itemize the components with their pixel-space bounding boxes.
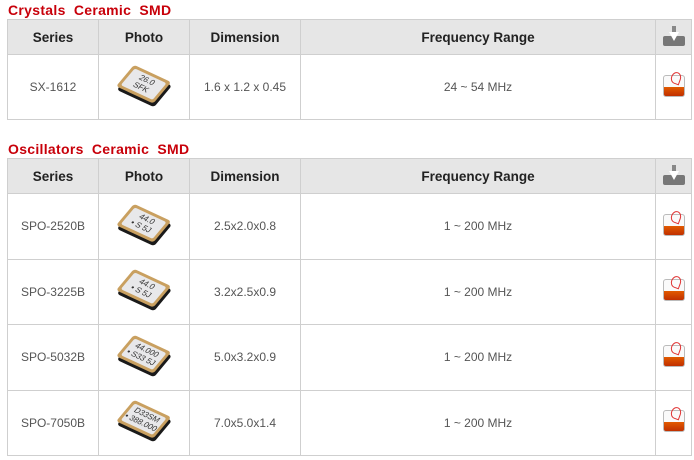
download-tray-icon xyxy=(662,164,685,185)
header-series: Series xyxy=(7,19,99,55)
photo-cell: 26.0 SFK xyxy=(98,54,190,120)
photo-cell: 44.000 • S33 5J xyxy=(98,324,190,391)
table-row: SPO-2520B 44.0 • S 5J 2.5x2.0x0.8 1 ~ 200… xyxy=(7,193,692,260)
header-dimension: Dimension xyxy=(189,158,301,194)
download-all-button[interactable] xyxy=(655,158,692,194)
pdf-download[interactable] xyxy=(655,324,692,391)
series-cell: SPO-7050B xyxy=(7,389,99,456)
series-cell: SPO-5032B xyxy=(7,324,99,391)
table-header: Series Photo Dimension Frequency Range xyxy=(7,158,692,194)
dimension-cell: 1.6 x 1.2 x 0.45 xyxy=(189,54,301,120)
pdf-download[interactable] xyxy=(655,193,692,260)
photo-cell: D33SM • 388.000 xyxy=(98,389,190,456)
product-photo: D33SM • 388.000 xyxy=(114,400,174,443)
pdf-download[interactable] xyxy=(655,258,692,325)
series-cell: SX-1612 xyxy=(7,54,99,120)
header-photo: Photo xyxy=(98,19,190,55)
table-row: SPO-7050B D33SM • 388.000 7.0x5.0x1.4 1 ~… xyxy=(7,389,692,456)
pdf-icon[interactable] xyxy=(662,74,685,97)
dimension-cell: 3.2x2.5x0.9 xyxy=(189,258,301,325)
product-photo: 44.0 • S 5J xyxy=(114,269,174,312)
header-photo: Photo xyxy=(98,158,190,194)
pdf-icon[interactable] xyxy=(662,279,685,302)
pdf-download[interactable] xyxy=(655,54,692,120)
table-header: Series Photo Dimension Frequency Range xyxy=(7,19,692,55)
table-row: SPO-3225B 44.0 • S 5J 3.2x2.5x0.9 1 ~ 200… xyxy=(7,258,692,325)
product-photo: 44.000 • S33 5J xyxy=(114,334,174,377)
download-tray-icon xyxy=(662,25,685,46)
frequency-cell: 24 ~ 54 MHz xyxy=(300,54,656,120)
pdf-icon[interactable] xyxy=(662,213,685,236)
dimension-cell: 5.0x3.2x0.9 xyxy=(189,324,301,391)
product-photo: 26.0 SFK xyxy=(114,64,174,107)
section-title-crystals: Crystals Ceramic SMD xyxy=(8,2,172,18)
dimension-cell: 7.0x5.0x1.4 xyxy=(189,389,301,456)
header-series: Series xyxy=(7,158,99,194)
pdf-icon[interactable] xyxy=(662,344,685,367)
series-cell: SPO-2520B xyxy=(7,193,99,260)
dimension-cell: 2.5x2.0x0.8 xyxy=(189,193,301,260)
product-photo: 44.0 • S 5J xyxy=(114,203,174,246)
header-frequency: Frequency Range xyxy=(300,158,656,194)
header-frequency: Frequency Range xyxy=(300,19,656,55)
frequency-cell: 1 ~ 200 MHz xyxy=(300,258,656,325)
header-dimension: Dimension xyxy=(189,19,301,55)
crystals-table: Series Photo Dimension Frequency Range S… xyxy=(7,19,692,120)
table-row: SPO-5032B 44.000 • S33 5J 5.0x3.2x0.9 1 ~… xyxy=(7,324,692,391)
frequency-cell: 1 ~ 200 MHz xyxy=(300,193,656,260)
photo-cell: 44.0 • S 5J xyxy=(98,193,190,260)
section-title-oscillators: Oscillators Ceramic SMD xyxy=(8,141,190,157)
download-all-button[interactable] xyxy=(655,19,692,55)
photo-cell: 44.0 • S 5J xyxy=(98,258,190,325)
pdf-download[interactable] xyxy=(655,389,692,456)
pdf-icon[interactable] xyxy=(662,410,685,433)
series-cell: SPO-3225B xyxy=(7,258,99,325)
oscillators-table: Series Photo Dimension Frequency Range S… xyxy=(7,158,692,456)
table-row: SX-1612 26.0 SFK 1.6 x 1.2 x 0.45 24 ~ 54… xyxy=(7,54,692,120)
frequency-cell: 1 ~ 200 MHz xyxy=(300,324,656,391)
frequency-cell: 1 ~ 200 MHz xyxy=(300,389,656,456)
